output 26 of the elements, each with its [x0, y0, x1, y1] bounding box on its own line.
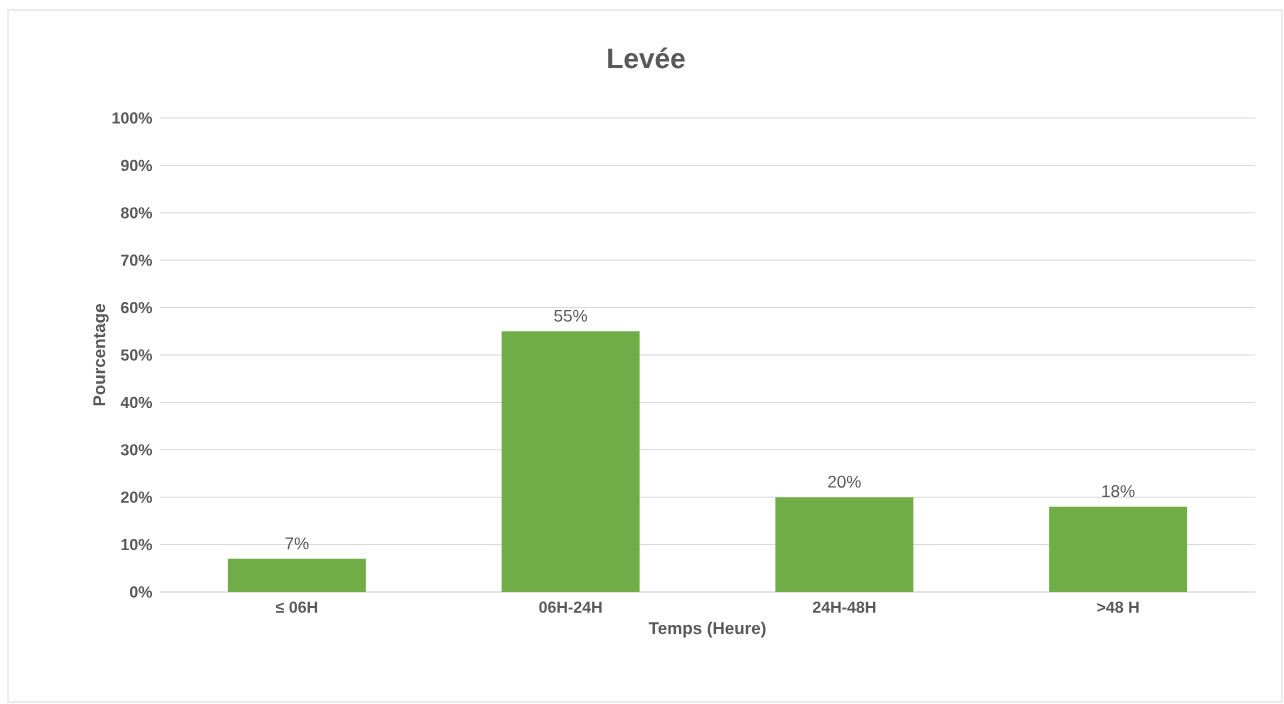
data-label: 20%	[828, 475, 861, 488]
data-label: 55%	[554, 309, 588, 322]
y-tick-label: 60%	[121, 301, 153, 314]
y-tick-label: 0%	[129, 586, 153, 598]
data-label: 18%	[1102, 485, 1135, 498]
y-tick-label: 50%	[120, 349, 153, 361]
y-tick-label: 100%	[112, 112, 153, 124]
x-tick-label: 06H-24H	[539, 601, 602, 613]
bar	[775, 497, 914, 592]
y-tick-label: 10%	[121, 538, 153, 551]
y-tick-label: 30%	[120, 444, 153, 456]
y-tick-label: 90%	[121, 159, 153, 172]
data-label: 7%	[285, 537, 309, 550]
bar	[1049, 506, 1188, 592]
y-axis-title: Pourcentage	[93, 304, 109, 406]
y-tick-label: 70%	[121, 254, 153, 266]
x-axis-title: Temps (Heure)	[648, 621, 766, 638]
x-tick-label: ≤ 06H	[275, 601, 318, 613]
bar	[501, 331, 640, 592]
x-tick-label: >48 H	[1097, 601, 1139, 613]
x-tick-label: 24H-48H	[812, 601, 876, 613]
y-tick-label: 40%	[120, 396, 153, 409]
y-tick-label: 20%	[121, 491, 153, 503]
y-tick-label: 80%	[120, 207, 153, 219]
chart-title: Levée	[608, 47, 685, 69]
bar	[227, 558, 366, 592]
